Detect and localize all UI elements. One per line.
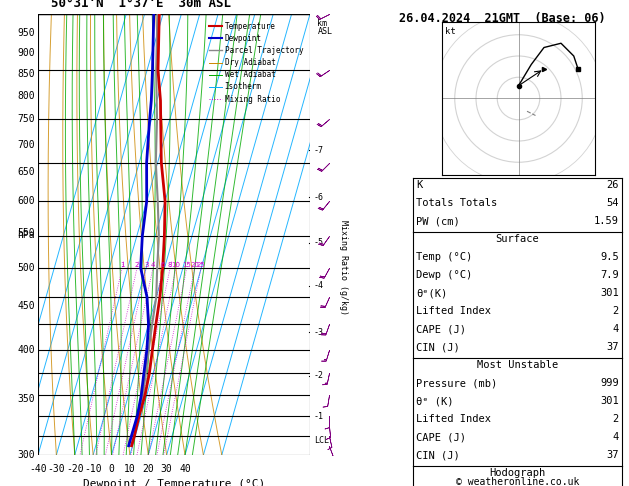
Text: -3: -3 <box>314 328 324 337</box>
Text: ASL: ASL <box>318 27 332 36</box>
Text: -4: -4 <box>314 281 324 290</box>
Text: 10: 10 <box>124 464 136 474</box>
Text: Dewpoint / Temperature (°C): Dewpoint / Temperature (°C) <box>83 479 265 486</box>
Text: -2: -2 <box>314 371 324 380</box>
Text: 2: 2 <box>135 262 139 268</box>
Text: 850: 850 <box>18 69 35 79</box>
Text: Mixing Ratio (g/kg): Mixing Ratio (g/kg) <box>338 220 348 315</box>
Text: -5: -5 <box>314 238 324 247</box>
Text: 20: 20 <box>191 262 199 268</box>
Text: 999: 999 <box>600 378 619 388</box>
Text: 7.9: 7.9 <box>600 270 619 280</box>
Text: Wet Adiabat: Wet Adiabat <box>225 70 276 79</box>
Text: 10: 10 <box>172 262 181 268</box>
Text: 37: 37 <box>606 342 619 352</box>
Text: 4: 4 <box>613 432 619 442</box>
Text: CAPE (J): CAPE (J) <box>416 324 466 334</box>
Text: 26: 26 <box>606 180 619 190</box>
Text: 301: 301 <box>600 288 619 298</box>
Text: 700: 700 <box>18 139 35 150</box>
Text: Surface: Surface <box>496 234 540 244</box>
Text: Mixing Ratio: Mixing Ratio <box>225 95 280 104</box>
Text: 40: 40 <box>179 464 191 474</box>
Text: 550: 550 <box>18 228 35 238</box>
Text: θᵉ (K): θᵉ (K) <box>416 396 454 406</box>
Text: Lifted Index: Lifted Index <box>416 414 491 424</box>
Text: CAPE (J): CAPE (J) <box>416 432 466 442</box>
Text: km: km <box>318 19 327 28</box>
Text: 301: 301 <box>600 396 619 406</box>
Text: Dewpoint: Dewpoint <box>225 34 262 43</box>
Text: 0: 0 <box>109 464 114 474</box>
Text: 3: 3 <box>144 262 148 268</box>
Text: 400: 400 <box>18 345 35 355</box>
Text: Dry Adiabat: Dry Adiabat <box>225 58 276 67</box>
Text: CIN (J): CIN (J) <box>416 450 460 460</box>
Text: 30: 30 <box>161 464 172 474</box>
Text: -40: -40 <box>29 464 47 474</box>
Text: 300: 300 <box>18 450 35 460</box>
Text: Isotherm: Isotherm <box>225 83 262 91</box>
Text: 50°31'N  1°37'E  30m ASL: 50°31'N 1°37'E 30m ASL <box>52 0 231 10</box>
Text: Hodograph: Hodograph <box>489 468 545 478</box>
Text: 2: 2 <box>613 306 619 316</box>
Text: 600: 600 <box>18 196 35 206</box>
Text: Parcel Trajectory: Parcel Trajectory <box>225 46 303 55</box>
Text: Most Unstable: Most Unstable <box>477 360 558 370</box>
Text: 15: 15 <box>182 262 191 268</box>
Text: 8: 8 <box>168 262 172 268</box>
Text: 900: 900 <box>18 48 35 58</box>
Text: Totals Totals: Totals Totals <box>416 198 498 208</box>
Text: Dewp (°C): Dewp (°C) <box>416 270 472 280</box>
Text: -20: -20 <box>66 464 84 474</box>
Text: -1: -1 <box>314 412 324 421</box>
Text: 25: 25 <box>197 262 206 268</box>
Text: Lifted Index: Lifted Index <box>416 306 491 316</box>
Text: -6: -6 <box>314 193 324 202</box>
Text: PW (cm): PW (cm) <box>416 216 460 226</box>
Text: 1: 1 <box>120 262 125 268</box>
Text: 54: 54 <box>606 198 619 208</box>
Text: 4: 4 <box>151 262 155 268</box>
Text: -10: -10 <box>84 464 102 474</box>
Text: Temp (°C): Temp (°C) <box>416 252 472 262</box>
Text: 750: 750 <box>18 114 35 124</box>
Text: 2: 2 <box>613 414 619 424</box>
Text: 350: 350 <box>18 394 35 403</box>
Text: 450: 450 <box>18 301 35 312</box>
Text: LCL: LCL <box>314 435 329 445</box>
Text: -30: -30 <box>48 464 65 474</box>
Text: 500: 500 <box>18 263 35 273</box>
Text: -7: -7 <box>314 146 324 155</box>
Text: 9.5: 9.5 <box>600 252 619 262</box>
Text: K: K <box>416 180 423 190</box>
Text: kt: kt <box>445 27 456 35</box>
Text: hPa: hPa <box>17 229 35 240</box>
Text: Temperature: Temperature <box>225 21 276 31</box>
Text: 950: 950 <box>18 28 35 38</box>
Text: 6: 6 <box>160 262 165 268</box>
Text: 37: 37 <box>606 450 619 460</box>
Text: Pressure (mb): Pressure (mb) <box>416 378 498 388</box>
Text: 800: 800 <box>18 91 35 101</box>
Text: θᵉ(K): θᵉ(K) <box>416 288 447 298</box>
Text: © weatheronline.co.uk: © weatheronline.co.uk <box>456 477 579 486</box>
Text: 650: 650 <box>18 167 35 177</box>
Text: 20: 20 <box>142 464 154 474</box>
Text: 1.59: 1.59 <box>594 216 619 226</box>
Text: 4: 4 <box>613 324 619 334</box>
Text: CIN (J): CIN (J) <box>416 342 460 352</box>
Text: 26.04.2024  21GMT  (Base: 06): 26.04.2024 21GMT (Base: 06) <box>399 12 606 25</box>
